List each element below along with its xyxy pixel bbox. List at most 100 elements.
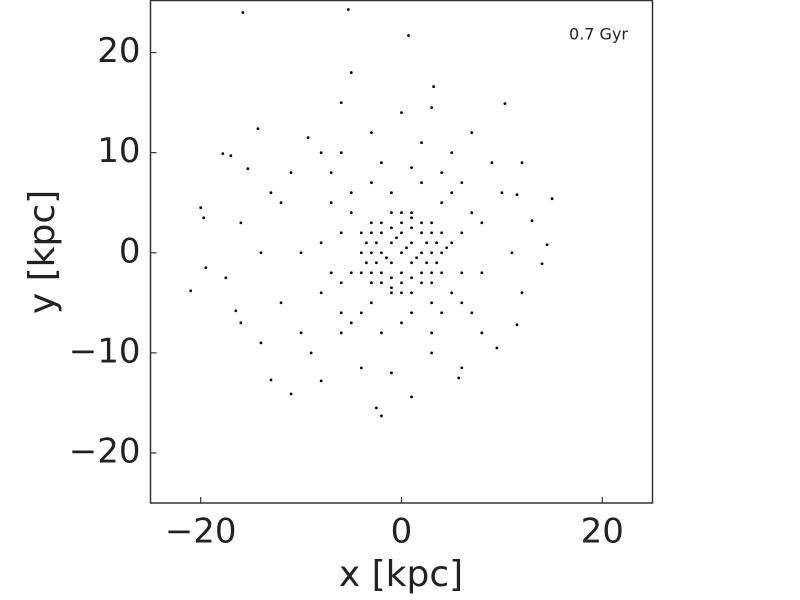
particle <box>390 241 393 245</box>
particle <box>420 181 423 185</box>
particle <box>460 231 464 235</box>
particle <box>460 181 464 185</box>
particle <box>400 211 403 215</box>
particle <box>380 414 383 418</box>
particle <box>279 201 283 205</box>
x-tick-label: −20 <box>165 512 237 552</box>
particle <box>420 141 423 145</box>
particle <box>349 211 353 215</box>
particle <box>390 276 393 280</box>
particle <box>375 241 378 245</box>
particle <box>375 261 378 265</box>
particle <box>319 151 323 155</box>
particle <box>460 301 464 305</box>
particle <box>369 181 373 185</box>
particle <box>309 351 313 355</box>
particle <box>221 152 225 156</box>
particle <box>202 216 206 220</box>
particle <box>380 331 383 335</box>
particle <box>339 331 343 335</box>
particle <box>545 243 549 247</box>
particle <box>369 221 373 225</box>
particle <box>339 151 343 155</box>
particle <box>435 241 439 245</box>
particle <box>359 231 363 235</box>
particle <box>410 291 413 295</box>
particle <box>359 366 363 370</box>
particle <box>400 231 403 235</box>
particle <box>256 127 260 131</box>
particle <box>415 256 418 260</box>
particle <box>480 271 484 275</box>
particle <box>369 231 373 235</box>
particle <box>410 211 413 215</box>
particle <box>420 231 423 235</box>
particle <box>339 101 343 105</box>
particle <box>380 161 383 165</box>
y-axis-label: y [kpc] <box>22 190 63 314</box>
particle <box>430 221 434 225</box>
particle <box>380 281 383 285</box>
particle <box>239 221 243 225</box>
particle <box>390 261 393 265</box>
particle <box>369 271 373 275</box>
particle <box>319 241 323 245</box>
particle <box>430 301 434 305</box>
particle <box>440 171 444 175</box>
x-tick-label: 20 <box>581 512 624 552</box>
particle <box>329 271 333 275</box>
particle <box>329 171 333 175</box>
particle <box>515 323 519 327</box>
y-tick-label: 0 <box>119 231 141 271</box>
particle <box>410 395 413 399</box>
particle <box>339 311 343 315</box>
particle <box>440 311 444 315</box>
particle <box>349 71 353 74</box>
y-tick-label: −20 <box>69 431 141 471</box>
particle <box>430 331 434 335</box>
particle <box>299 331 303 335</box>
particle <box>369 131 373 135</box>
particle <box>329 201 333 205</box>
particle <box>520 291 524 295</box>
particle <box>425 261 428 265</box>
particle <box>400 251 403 255</box>
x-tick-label: 0 <box>391 512 413 552</box>
particle <box>440 231 444 235</box>
particle <box>234 309 238 313</box>
particle <box>339 281 343 285</box>
particle <box>420 221 423 225</box>
particle <box>400 111 403 115</box>
y-tick-label: −10 <box>69 331 141 371</box>
particle <box>410 166 413 170</box>
particle <box>430 271 434 275</box>
particle <box>224 276 228 280</box>
particle <box>420 271 423 275</box>
particle <box>457 376 461 380</box>
particle <box>445 246 449 250</box>
x-axis-label: x [kpc] <box>339 554 463 595</box>
particle <box>495 346 499 350</box>
y-tick-label: 20 <box>97 31 140 71</box>
particle <box>359 271 363 275</box>
particle <box>269 191 273 195</box>
particle <box>440 201 444 205</box>
particle <box>432 85 436 88</box>
particle <box>395 236 398 240</box>
particle <box>259 341 263 345</box>
particle <box>369 251 373 255</box>
particle <box>269 378 273 382</box>
particle <box>319 379 323 383</box>
particle <box>390 291 393 295</box>
particle <box>199 206 203 210</box>
particle <box>430 281 434 285</box>
particle <box>400 321 403 325</box>
particle <box>339 231 343 235</box>
particle <box>359 251 363 255</box>
particle <box>400 271 403 275</box>
particle <box>440 251 444 255</box>
particle <box>369 301 373 305</box>
particle <box>390 191 393 195</box>
particle <box>407 34 410 37</box>
